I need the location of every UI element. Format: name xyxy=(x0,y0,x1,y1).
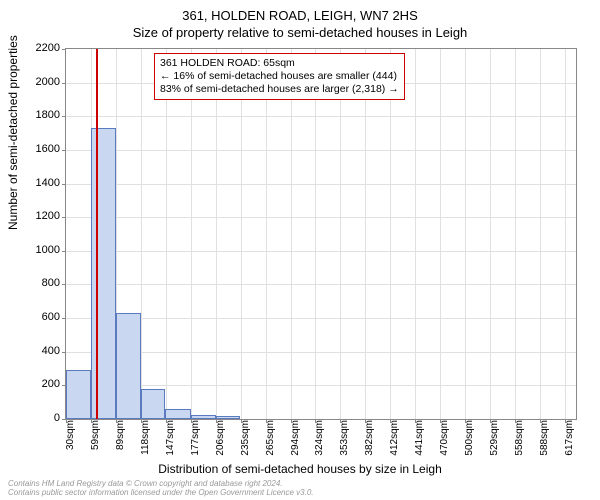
ytick-label: 200 xyxy=(20,378,60,390)
ytick-label: 2200 xyxy=(20,42,60,54)
gridline-h xyxy=(66,284,576,285)
gridline-h xyxy=(66,150,576,151)
ytick-mark xyxy=(62,318,66,319)
gridline-h xyxy=(66,116,576,117)
histogram-bar xyxy=(191,415,216,419)
histogram-bar xyxy=(116,313,141,419)
gridline-v xyxy=(515,49,516,419)
plot-area: 361 HOLDEN ROAD: 65sqm ← 16% of semi-det… xyxy=(65,48,577,420)
xtick-label: 412sqm xyxy=(389,420,400,460)
xtick-label: 177sqm xyxy=(190,420,201,460)
gridline-v xyxy=(216,49,217,419)
copyright-text: Contains HM Land Registry data © Crown c… xyxy=(8,480,314,497)
ytick-label: 2000 xyxy=(20,76,60,88)
gridline-v xyxy=(241,49,242,419)
xtick-label: 147sqm xyxy=(165,420,176,460)
ytick-label: 1200 xyxy=(20,210,60,222)
xtick-label: 382sqm xyxy=(364,420,375,460)
ytick-mark xyxy=(62,217,66,218)
histogram-bar xyxy=(66,370,91,419)
ytick-label: 1600 xyxy=(20,143,60,155)
xtick-label: 588sqm xyxy=(539,420,550,460)
xtick-label: 89sqm xyxy=(115,420,126,460)
y-axis-label: Number of semi-detached properties xyxy=(6,35,20,230)
ytick-label: 0 xyxy=(20,412,60,424)
xtick-label: 206sqm xyxy=(215,420,226,460)
gridline-v xyxy=(440,49,441,419)
ytick-label: 1000 xyxy=(20,244,60,256)
gridline-v xyxy=(390,49,391,419)
gridline-v xyxy=(340,49,341,419)
xtick-label: 118sqm xyxy=(140,420,151,460)
histogram-bar xyxy=(216,416,241,419)
xtick-label: 30sqm xyxy=(65,420,76,460)
histogram-bar xyxy=(165,409,191,419)
gridline-v xyxy=(490,49,491,419)
ytick-mark xyxy=(62,352,66,353)
ytick-mark xyxy=(62,83,66,84)
gridline-v xyxy=(191,49,192,419)
ytick-mark xyxy=(62,284,66,285)
annotation-box: 361 HOLDEN ROAD: 65sqm ← 16% of semi-det… xyxy=(154,53,405,100)
ytick-mark xyxy=(62,184,66,185)
property-marker-line xyxy=(96,49,98,419)
gridline-v xyxy=(365,49,366,419)
gridline-v xyxy=(315,49,316,419)
xtick-label: 470sqm xyxy=(439,420,450,460)
gridline-h xyxy=(66,251,576,252)
ytick-label: 600 xyxy=(20,311,60,323)
xtick-label: 441sqm xyxy=(414,420,425,460)
gridline-v xyxy=(565,49,566,419)
x-axis-label: Distribution of semi-detached houses by … xyxy=(0,462,600,476)
chart-container: 361, HOLDEN ROAD, LEIGH, WN7 2HS Size of… xyxy=(0,0,600,500)
xtick-label: 235sqm xyxy=(240,420,251,460)
ytick-mark xyxy=(62,251,66,252)
xtick-label: 617sqm xyxy=(564,420,575,460)
gridline-v xyxy=(465,49,466,419)
gridline-v xyxy=(166,49,167,419)
ytick-label: 1800 xyxy=(20,109,60,121)
gridline-h xyxy=(66,385,576,386)
gridline-v xyxy=(291,49,292,419)
ytick-label: 1400 xyxy=(20,177,60,189)
ytick-mark xyxy=(62,49,66,50)
xtick-label: 324sqm xyxy=(314,420,325,460)
histogram-bar xyxy=(91,128,117,419)
gridline-h xyxy=(66,352,576,353)
xtick-label: 294sqm xyxy=(290,420,301,460)
gridline-v xyxy=(415,49,416,419)
xtick-label: 265sqm xyxy=(265,420,276,460)
xtick-label: 558sqm xyxy=(514,420,525,460)
xtick-label: 529sqm xyxy=(489,420,500,460)
ytick-mark xyxy=(62,116,66,117)
gridline-h xyxy=(66,217,576,218)
gridline-h xyxy=(66,184,576,185)
gridline-v xyxy=(540,49,541,419)
annotation-line1: 361 HOLDEN ROAD: 65sqm xyxy=(160,57,399,70)
annotation-line3: 83% of semi-detached houses are larger (… xyxy=(160,83,399,96)
gridline-v xyxy=(141,49,142,419)
gridline-h xyxy=(66,318,576,319)
ytick-label: 800 xyxy=(20,277,60,289)
histogram-bar xyxy=(141,389,166,419)
ytick-label: 400 xyxy=(20,345,60,357)
chart-title-line2: Size of property relative to semi-detach… xyxy=(0,23,600,40)
chart-title-line1: 361, HOLDEN ROAD, LEIGH, WN7 2HS xyxy=(0,0,600,23)
xtick-label: 500sqm xyxy=(464,420,475,460)
ytick-mark xyxy=(62,150,66,151)
copyright-line2: Contains public sector information licen… xyxy=(8,489,314,497)
annotation-line2: ← 16% of semi-detached houses are smalle… xyxy=(160,70,399,83)
xtick-label: 353sqm xyxy=(339,420,350,460)
xtick-label: 59sqm xyxy=(90,420,101,460)
gridline-v xyxy=(266,49,267,419)
